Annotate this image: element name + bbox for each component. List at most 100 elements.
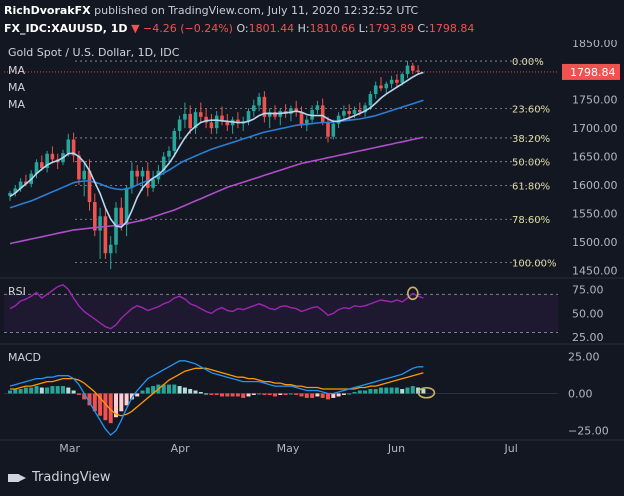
candle-body: [146, 170, 150, 188]
macd-histogram-bar: [241, 393, 246, 398]
macd-histogram-bar: [246, 393, 251, 397]
macd-histogram-bar: [177, 386, 182, 394]
fib-level-label: 0.00%: [512, 57, 544, 68]
candle-body: [50, 153, 55, 160]
candle-body: [225, 121, 230, 126]
macd-histogram-bar: [310, 393, 315, 398]
macd-histogram-bar: [389, 387, 394, 394]
candle-body: [71, 139, 76, 156]
candle-body: [336, 115, 341, 124]
macd-histogram-bar: [315, 393, 320, 397]
macd-histogram-bar: [129, 393, 134, 400]
macd-histogram-bar: [92, 393, 97, 412]
candle-body: [66, 139, 71, 154]
candle-body: [93, 202, 97, 231]
macd-histogram-bar: [421, 389, 426, 394]
candle-body: [384, 83, 389, 89]
candle-body: [267, 112, 272, 117]
macd-histogram-bar: [336, 393, 341, 397]
macd-histogram-bar: [400, 389, 405, 394]
macd-histogram-bar: [235, 393, 240, 397]
candle-body: [124, 187, 129, 225]
candle-body: [331, 123, 336, 137]
candle-body: [209, 122, 214, 129]
macd-histogram-bar: [214, 393, 219, 395]
candle-body: [358, 109, 362, 113]
candle-body: [246, 111, 251, 122]
macd-histogram-bar: [288, 393, 293, 395]
macd-histogram-bar: [278, 393, 283, 395]
macd-histogram-bar: [198, 392, 203, 394]
macd-line: [9, 360, 424, 436]
symbol-label[interactable]: FX_IDC:XAUUSD, 1D: [4, 22, 128, 35]
candle-body: [199, 112, 203, 117]
price-axis-tick: 1550.00: [572, 207, 618, 220]
candle-body: [177, 119, 182, 131]
high-value: 1810.66: [309, 22, 356, 35]
macd-axis-tick: 0.00: [568, 387, 593, 400]
price-axis-tick: 1500.00: [572, 236, 618, 249]
x-axis-tick: Mar: [59, 442, 80, 455]
macd-histogram-bar: [119, 393, 124, 412]
ma-legend-label: MA: [8, 81, 25, 94]
macd-histogram-bar: [193, 390, 198, 394]
rsi-band-fill: [4, 294, 558, 333]
ma-legend-label: MA: [8, 98, 25, 111]
close-value: 1798.84: [428, 22, 475, 35]
price-axis-tick: 1450.00: [572, 264, 618, 277]
macd-histogram-bar: [304, 393, 309, 398]
candle-body: [193, 112, 198, 129]
author-name[interactable]: RichDvorakFX: [4, 4, 91, 17]
tradingview-logo[interactable]: TradingView: [8, 470, 111, 485]
x-axis-tick: Jul: [504, 442, 518, 455]
macd-histogram-bar: [66, 387, 71, 394]
candle-body: [294, 108, 298, 113]
symbol-info: FX_IDC:XAUUSD, 1D ▼ −4.26 (−0.24%) O:180…: [4, 22, 474, 35]
macd-histogram-bar: [167, 384, 171, 394]
chart-area[interactable]: 0.00% 23.60% 38.20% 50.00% 61.80% 78.60% 100.0…: [0, 40, 624, 460]
macd-histogram-bar: [124, 393, 129, 406]
publish-info: RichDvorakFX published on TradingView.co…: [4, 4, 418, 17]
macd-histogram-bar: [71, 390, 76, 394]
candle-body: [405, 65, 410, 75]
ma-mid-line: [9, 99, 424, 209]
macd-axis-tick: 25.00: [568, 350, 600, 363]
candle-body: [34, 162, 39, 174]
candle-body: [103, 216, 108, 254]
candle-body: [379, 85, 383, 89]
candle-body: [252, 105, 256, 112]
fib-level-label: 100.00%: [512, 258, 557, 269]
open-value: 1801.44: [248, 22, 295, 35]
macd-histogram-bar: [384, 387, 389, 394]
last-price-tag: [562, 63, 620, 80]
macd-histogram-bar: [405, 387, 410, 394]
macd-histogram-bar: [50, 386, 55, 394]
high-label: H:: [297, 22, 310, 35]
macd-histogram-bar: [368, 389, 373, 394]
candle-body: [204, 116, 208, 123]
candle-body: [135, 170, 139, 177]
macd-histogram-bar: [140, 390, 145, 394]
price-axis-tick: 1750.00: [572, 94, 618, 107]
fib-level-label: 23.60%: [512, 105, 550, 116]
macd-histogram-bar: [135, 393, 140, 397]
price-axis-tick: 1700.00: [572, 122, 618, 135]
macd-histogram-bar: [373, 389, 378, 394]
x-axis-tick: May: [277, 442, 300, 455]
price-axis-tick: 1600.00: [572, 179, 618, 192]
candle-body: [161, 156, 166, 171]
macd-histogram-bar: [363, 390, 368, 394]
close-label: C:: [417, 22, 429, 35]
candle-body: [320, 105, 325, 123]
macd-signal-line: [10, 367, 424, 417]
chart-header: RichDvorakFX published on TradingView.co…: [0, 0, 624, 40]
x-axis-tick: Jun: [387, 442, 405, 455]
macd-histogram-bar: [209, 393, 214, 395]
macd-histogram-bar: [267, 393, 272, 395]
macd-histogram-bar: [45, 387, 50, 394]
candle-body: [140, 170, 145, 177]
ma-fast-line: [9, 71, 424, 228]
macd-highlight-circle: [417, 386, 436, 399]
low-label: L:: [358, 22, 369, 35]
candle-body: [130, 170, 134, 188]
